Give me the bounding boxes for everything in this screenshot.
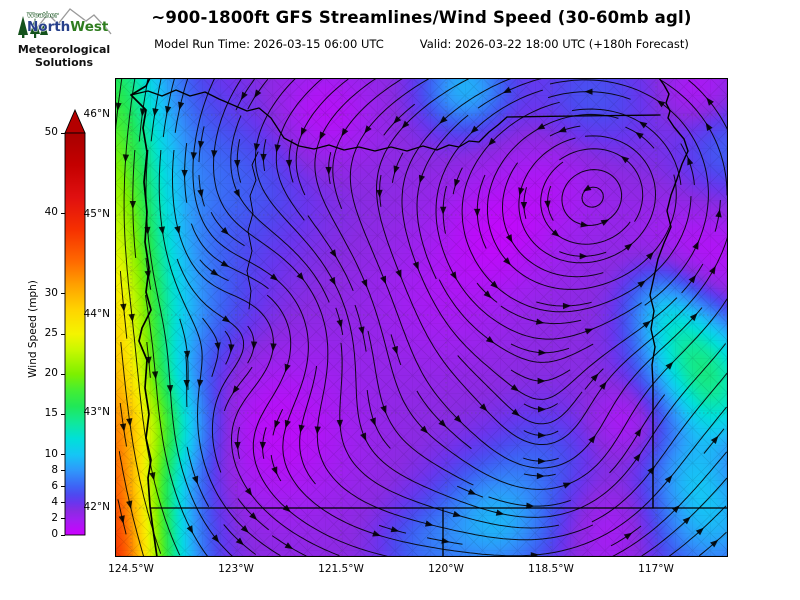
model-run-time: Model Run Time: 2026-03-15 06:00 UTC bbox=[154, 37, 384, 51]
lon-tick-label: 117°W bbox=[638, 563, 674, 575]
colorbar-tick-label: 25 bbox=[44, 327, 58, 339]
logo-northwest-text: NorthWest bbox=[27, 19, 109, 35]
mountain-icon bbox=[31, 8, 112, 35]
lon-tick-label: 121.5°W bbox=[318, 563, 364, 575]
map-overlay-svg bbox=[115, 78, 728, 557]
logo-subtitle: Meteorological Solutions bbox=[14, 43, 114, 69]
lon-tick-label: 123°W bbox=[218, 563, 254, 575]
lat-tick-label: 44°N bbox=[83, 308, 110, 320]
willamette-river bbox=[246, 151, 259, 310]
colorbar-tick-mark bbox=[61, 486, 65, 488]
lon-tick-label: 120°W bbox=[428, 563, 464, 575]
colorbar-tick-mark bbox=[61, 518, 65, 520]
colorbar-tick-label: 10 bbox=[44, 447, 58, 460]
colorbar-tick-label: 4 bbox=[51, 495, 58, 508]
colorbar-tick-mark bbox=[61, 333, 65, 335]
colorbar-tick-label: 20 bbox=[44, 367, 58, 380]
columbia-river-border bbox=[130, 89, 508, 152]
colorbar-tick-label: 0 bbox=[51, 528, 58, 540]
colorbar-tick-mark bbox=[61, 293, 65, 295]
lat-tick-label: 42°N bbox=[83, 501, 110, 513]
colorbar-tick-label: 30 bbox=[44, 286, 58, 299]
colorbar-tick-mark bbox=[61, 373, 65, 375]
lat-tick-label: 43°N bbox=[83, 406, 110, 418]
logo-graphic: Weather NorthWest bbox=[18, 8, 112, 38]
colorbar-tick-label: 8 bbox=[51, 463, 58, 476]
colorbar-tick-mark bbox=[61, 502, 65, 504]
lat-tick-label: 45°N bbox=[83, 208, 110, 220]
colorbar-tick-label: 40 bbox=[44, 206, 58, 219]
lon-tick-label: 118.5°W bbox=[528, 563, 574, 575]
colorbar-tick-label: 50 bbox=[44, 126, 58, 138]
colorbar-tick-label: 2 bbox=[51, 511, 58, 524]
colorbar-tick-mark bbox=[61, 470, 65, 472]
colorbar-tick-mark bbox=[61, 132, 65, 134]
colorbar-tick-label: 15 bbox=[44, 407, 58, 420]
snake-river-id-border bbox=[649, 78, 689, 509]
logo-subtitle-line1: Meteorological bbox=[17, 43, 111, 56]
logo-subtitle-line2: Solutions bbox=[34, 55, 94, 69]
colorbar-tick-mark bbox=[61, 212, 65, 214]
lon-tick-label: 124.5°W bbox=[108, 563, 154, 575]
valid-time: Valid: 2026-03-22 18:00 UTC (+180h Forec… bbox=[419, 37, 689, 51]
colorbar-tick-mark bbox=[61, 413, 65, 415]
lat-tick-label: 46°N bbox=[83, 108, 110, 120]
pine-trees-icon bbox=[18, 16, 48, 38]
colorbar-tick-mark bbox=[61, 454, 65, 456]
plot-subtitle: Model Run Time: 2026-03-15 06:00 UTC Val… bbox=[115, 37, 728, 51]
colorbar-tick-label: 6 bbox=[51, 479, 58, 492]
logo: Weather NorthWest Meteorological Solutio… bbox=[14, 4, 114, 69]
wa-or-46n-border bbox=[506, 114, 661, 118]
colorbar-svg bbox=[64, 108, 86, 536]
plot-title: ~900-1800ft GFS Streamlines/Wind Speed (… bbox=[151, 8, 692, 27]
colorbar-tick-mark bbox=[61, 534, 65, 536]
logo-weather-text: Weather bbox=[27, 11, 59, 19]
pacific-coastline bbox=[130, 78, 158, 557]
